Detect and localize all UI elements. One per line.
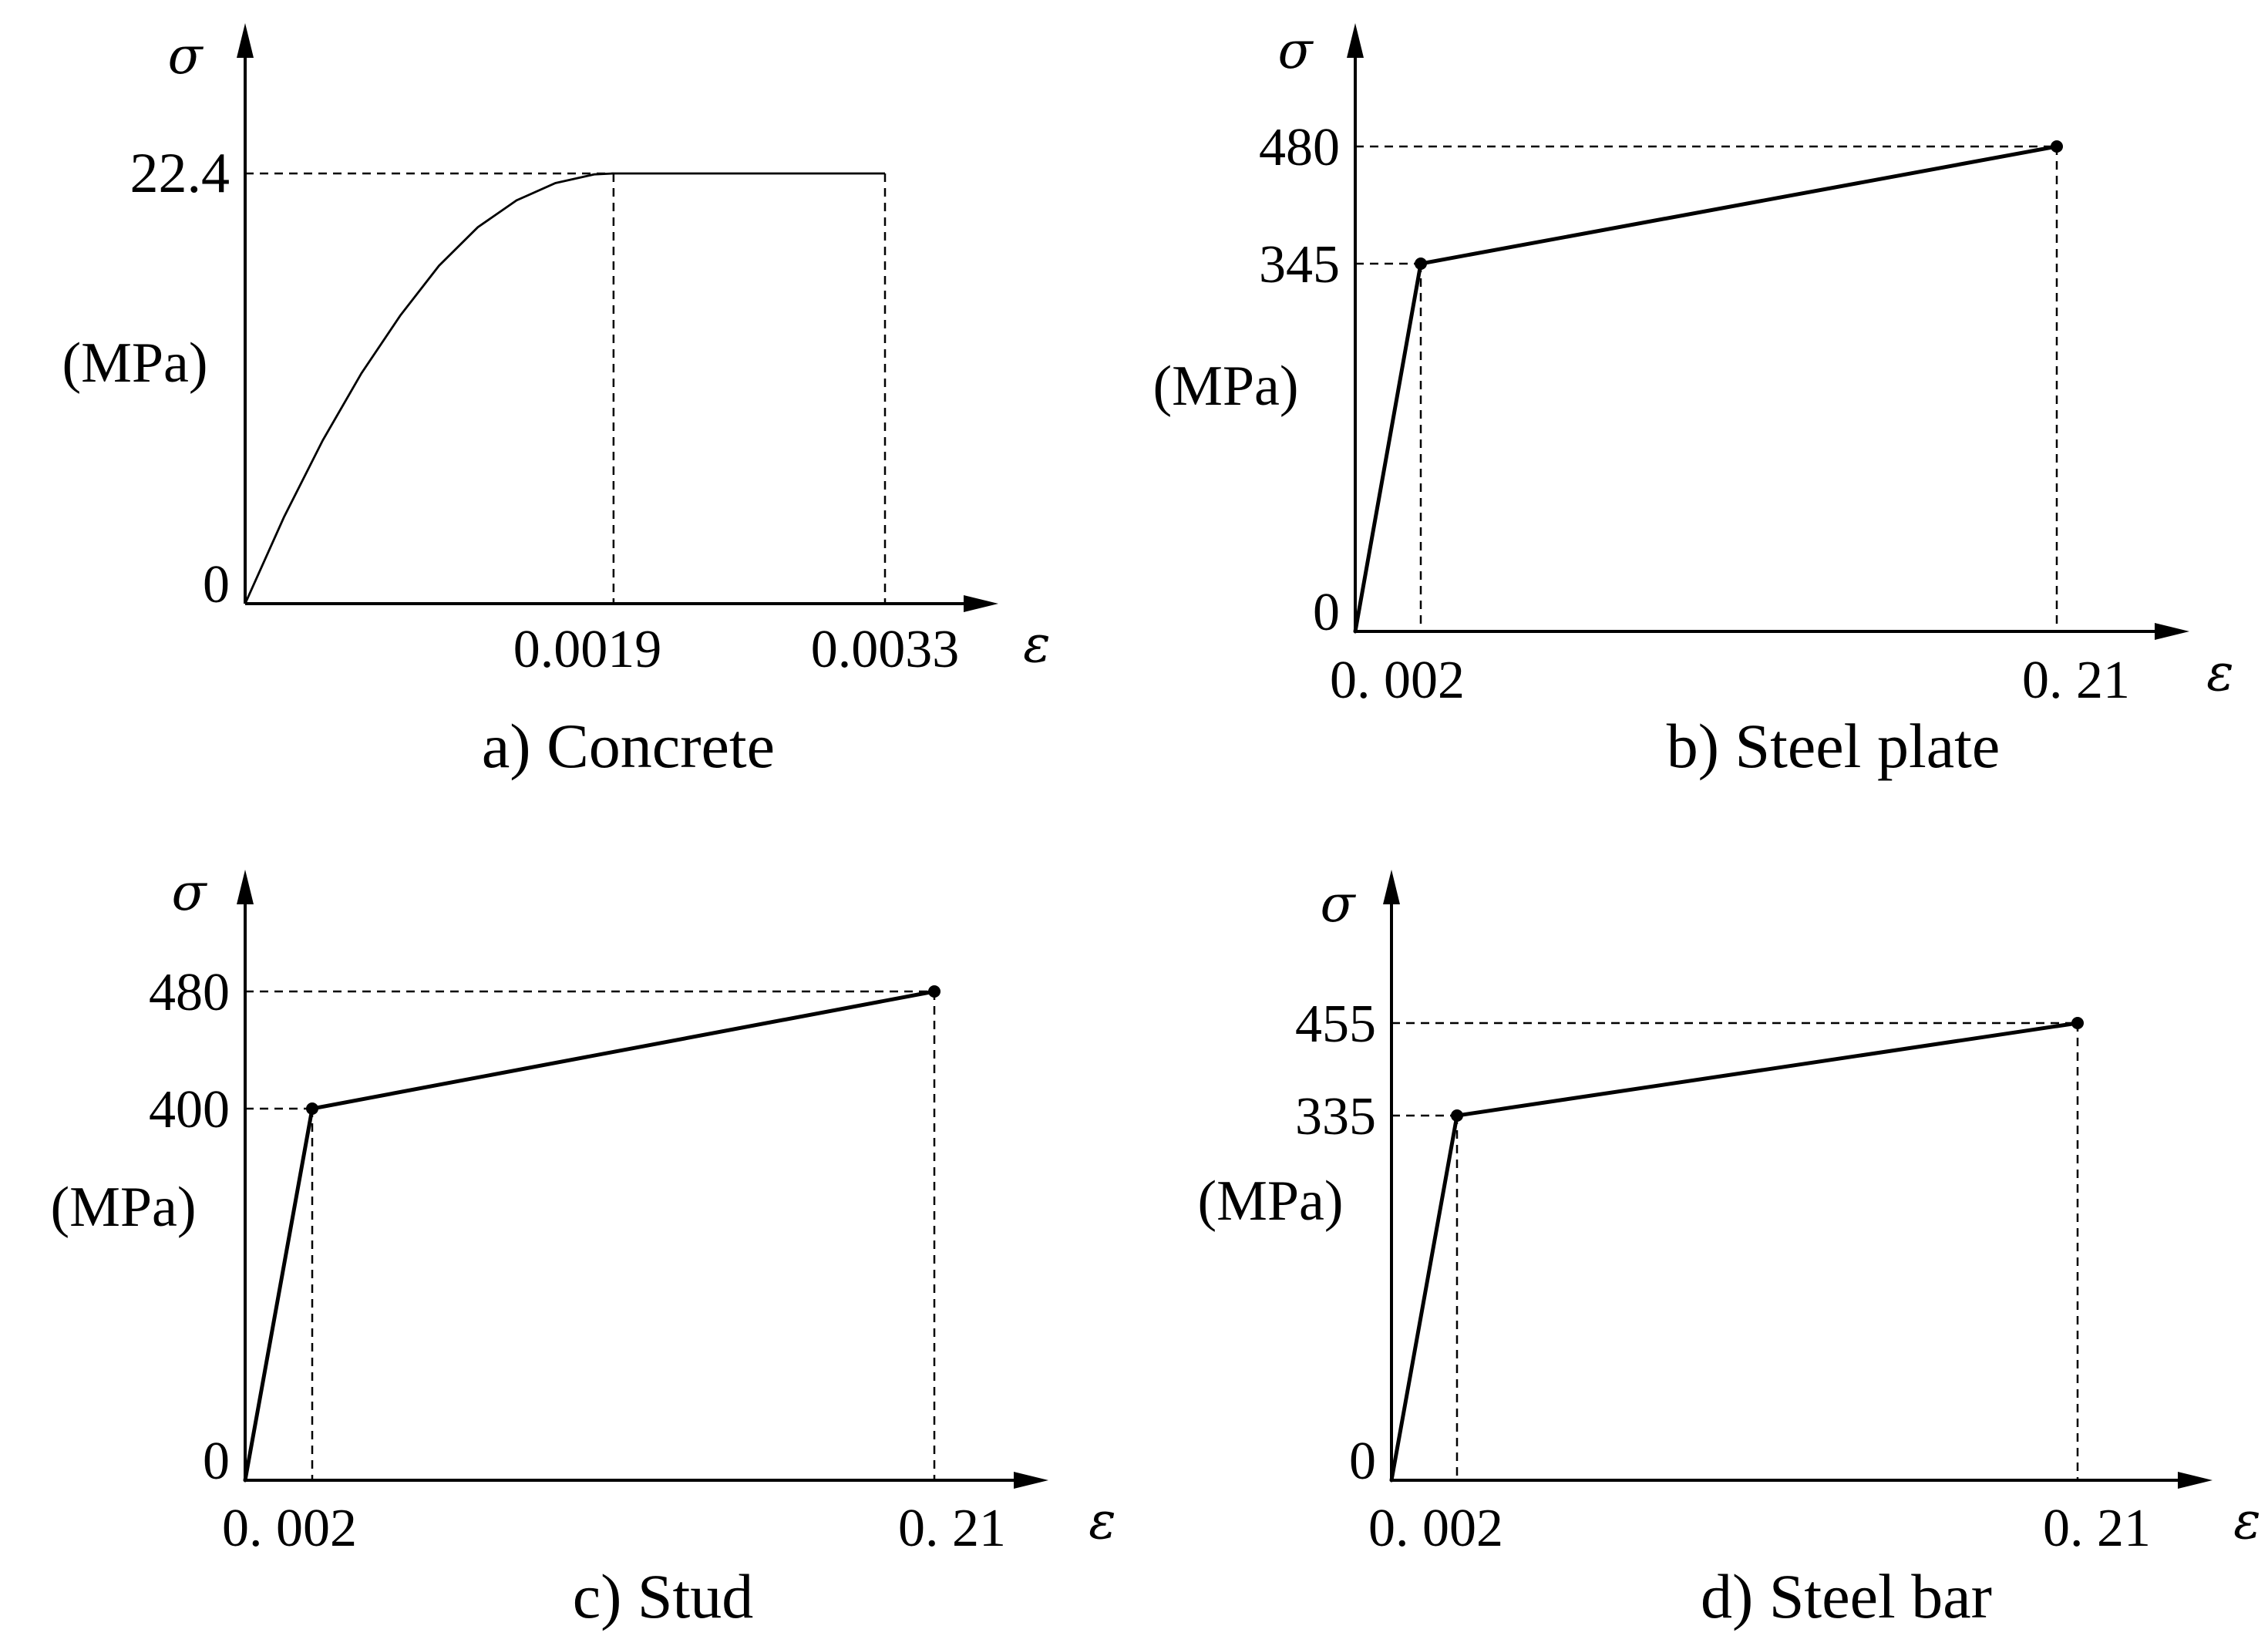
y-axis-unit: (MPa)	[50, 1176, 196, 1239]
data-point-1	[306, 1102, 318, 1115]
x-axis-arrow	[2155, 623, 2189, 640]
chart-caption: c) Stud	[573, 1561, 754, 1631]
y-tick-label-0: 0	[203, 555, 230, 614]
x-tick-label-2: 0. 21	[2043, 1499, 2151, 1558]
y-tick-label-22.4: 22.4	[130, 142, 231, 205]
y-tick-label-335: 335	[1295, 1087, 1376, 1146]
x-axis-arrow	[1014, 1472, 1048, 1489]
chart-caption: b) Steel plate	[1667, 711, 2000, 781]
y-axis-arrow	[237, 870, 254, 904]
y-axis-unit: (MPa)	[1153, 355, 1298, 418]
x-tick-label-2: 0.0033	[811, 620, 960, 679]
x-axis-symbol: ε	[2206, 643, 2233, 702]
chart-panel-1: σ ε (MPa) 0 22.4 0.0019 0.0033 a) Concrete	[62, 23, 1051, 781]
data-point-1	[1451, 1109, 1463, 1122]
y-axis-symbol: σ	[1277, 21, 1314, 80]
x-axis-arrow	[2178, 1472, 2212, 1489]
y-tick-label-480: 480	[149, 963, 230, 1022]
chart-panel-3: σ ε (MPa) 0 400 480 0. 002 0. 21 c) Stud	[50, 863, 1115, 1631]
x-tick-label-1: 0.0019	[513, 620, 662, 679]
y-axis-symbol: σ	[171, 863, 207, 922]
x-tick-label-1: 0. 002	[1368, 1499, 1503, 1558]
chart-caption: a) Concrete	[482, 711, 775, 781]
y-tick-label-455: 455	[1295, 995, 1376, 1054]
data-point-2	[2051, 140, 2063, 153]
y-tick-label-400: 400	[149, 1080, 230, 1139]
series-stress-strain-line	[243, 989, 937, 1483]
y-tick-label-0: 0	[1349, 1432, 1376, 1491]
y-tick-label-0: 0	[1313, 583, 1340, 642]
data-point-1	[1415, 258, 1427, 270]
data-point-2	[928, 985, 941, 998]
x-axis-symbol: ε	[2233, 1491, 2260, 1550]
y-axis-unit: (MPa)	[1197, 1170, 1343, 1233]
y-tick-label-480: 480	[1259, 118, 1340, 177]
y-axis-unit: (MPa)	[62, 332, 207, 395]
x-axis-arrow	[964, 595, 998, 612]
y-tick-label-0: 0	[203, 1432, 230, 1491]
data-point-2	[2071, 1017, 2084, 1029]
series-stress-strain-line	[1353, 144, 2059, 634]
x-tick-label-1: 0. 002	[222, 1499, 357, 1558]
y-tick-label-345: 345	[1259, 235, 1340, 295]
series-stress-strain-curve	[244, 172, 885, 604]
chart-panel-4: σ ε (MPa) 0 335 455 0. 002 0. 21 d) Steel bar	[1197, 870, 2261, 1631]
y-axis-symbol: σ	[167, 26, 204, 86]
y-axis-arrow	[237, 23, 254, 58]
x-tick-label-2: 0. 21	[898, 1499, 1006, 1558]
y-axis-symbol: σ	[1320, 874, 1356, 934]
chart-panel-2: σ ε (MPa) 0 345 480 0. 002 0. 21 b) Steel plate	[1153, 21, 2233, 781]
chart-caption: d) Steel bar	[1701, 1561, 1992, 1631]
y-axis-arrow	[1383, 870, 1400, 904]
x-axis-symbol: ε	[1023, 614, 1050, 674]
y-axis-arrow	[1347, 23, 1364, 58]
series-stress-strain-line	[1389, 1021, 2080, 1483]
x-axis-symbol: ε	[1089, 1491, 1115, 1550]
x-tick-label-2: 0. 21	[2022, 651, 2130, 710]
x-tick-label-1: 0. 002	[1330, 651, 1465, 710]
